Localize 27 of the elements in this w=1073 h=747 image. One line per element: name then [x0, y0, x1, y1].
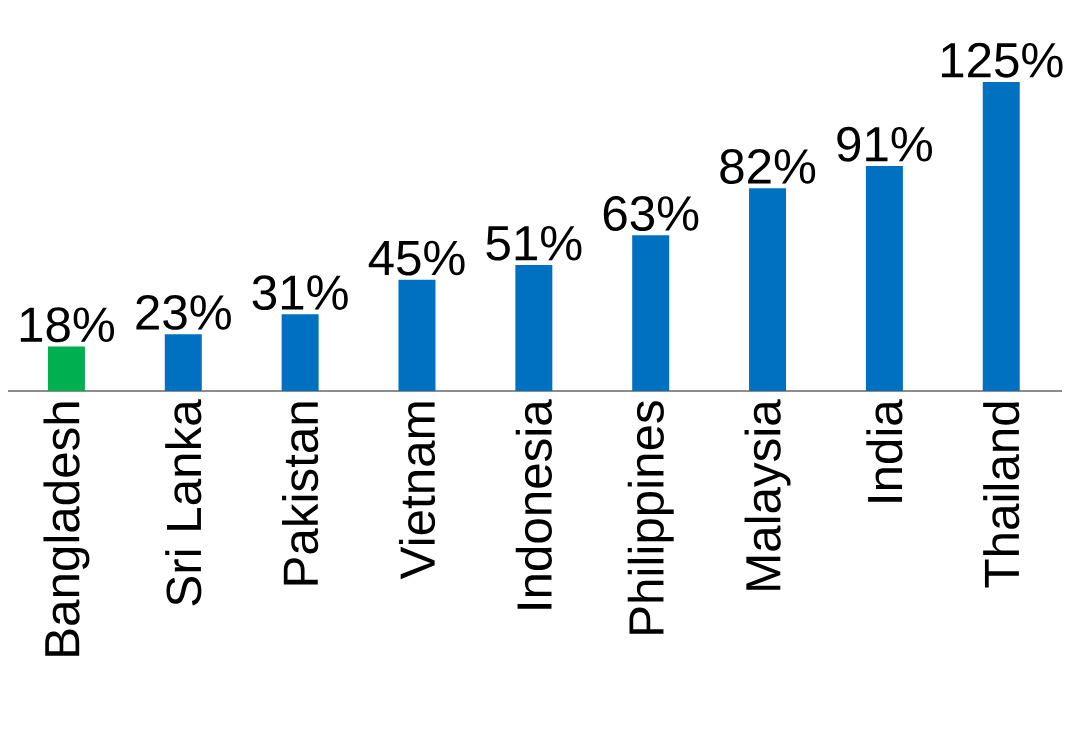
data-label: 51%: [486, 225, 582, 261]
bar: [164, 334, 202, 391]
x-tick-label: Malaysia: [744, 399, 791, 590]
x-tick-label: Vietnam: [398, 402, 436, 580]
x-tick-label: Indonesia: [515, 399, 552, 609]
data-label: 91%: [837, 126, 932, 162]
x-tick-label: Philippines: [627, 401, 674, 634]
data-label: 63%: [603, 196, 699, 231]
x-tick-label: Sri Lanka: [165, 399, 202, 606]
data-label: 31%: [252, 275, 348, 311]
x-tick-label: India: [866, 399, 903, 502]
data-label: 125%: [941, 42, 1063, 78]
bar: [398, 279, 436, 391]
bar: [865, 165, 903, 391]
x-tick-label: Thailand: [983, 402, 1020, 588]
bar: [982, 81, 1020, 391]
x-tick-label: Bangladesh: [43, 402, 90, 656]
data-label: 82%: [720, 149, 816, 184]
data-label: 45%: [368, 240, 465, 276]
data-label: 23%: [136, 294, 231, 330]
data-label: 18%: [20, 307, 115, 343]
bar: [749, 188, 787, 391]
bar: [47, 346, 85, 391]
bar: [515, 264, 553, 391]
x-tick-label: Pakistan: [282, 402, 319, 585]
bar: [632, 235, 670, 391]
bar: [281, 314, 319, 391]
